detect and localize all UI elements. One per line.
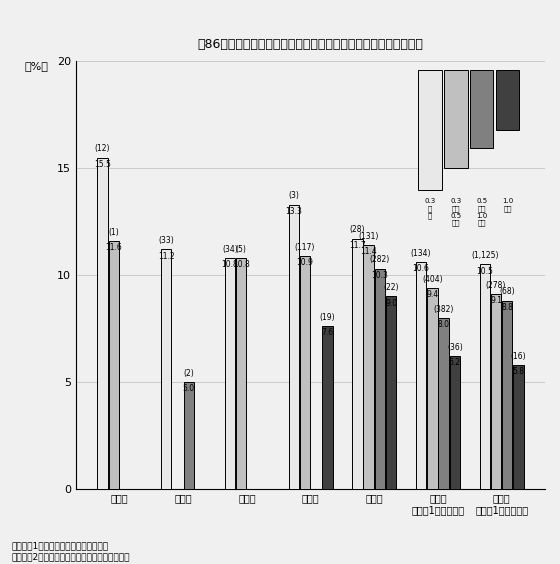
Text: 9.4: 9.4 <box>426 290 438 299</box>
Text: 11.7: 11.7 <box>349 241 366 250</box>
Text: (5): (5) <box>236 245 246 254</box>
Text: 5.0: 5.0 <box>183 384 195 393</box>
Bar <box>322 327 333 488</box>
Text: 2　（　）内の数値は、団体数である。: 2 （ ）内の数値は、団体数である。 <box>11 552 130 561</box>
Text: (12): (12) <box>95 144 110 153</box>
Bar <box>97 157 108 488</box>
Text: (36): (36) <box>447 343 463 352</box>
Y-axis label: （%）: （%） <box>24 61 48 72</box>
Text: 7.6: 7.6 <box>321 328 334 337</box>
Text: (19): (19) <box>320 313 335 322</box>
Bar <box>109 241 119 488</box>
Text: (404): (404) <box>422 275 442 284</box>
Bar <box>502 301 512 488</box>
Text: 11.6: 11.6 <box>105 243 122 252</box>
Bar <box>288 205 299 488</box>
Text: 10.6: 10.6 <box>413 265 430 274</box>
Bar <box>300 256 310 488</box>
Bar <box>161 249 171 488</box>
Text: 9.1: 9.1 <box>490 297 502 306</box>
Text: 13.3: 13.3 <box>285 207 302 215</box>
Text: 10.3: 10.3 <box>371 271 388 280</box>
Text: (278): (278) <box>486 281 506 290</box>
Text: 0.3
未
満: 0.3 未 満 <box>424 198 436 219</box>
Bar <box>450 356 460 488</box>
Text: 5.8: 5.8 <box>512 367 525 376</box>
Text: 8.0: 8.0 <box>437 320 450 329</box>
Bar <box>352 239 362 488</box>
Bar <box>225 258 235 488</box>
Bar <box>427 288 437 488</box>
Text: 9.0: 9.0 <box>385 298 397 307</box>
Text: 11.2: 11.2 <box>158 252 175 261</box>
Text: 11.4: 11.4 <box>360 247 377 256</box>
Bar <box>184 382 194 488</box>
FancyBboxPatch shape <box>418 70 442 190</box>
Text: (34): (34) <box>222 245 238 254</box>
Text: （注）　1　比率は、加重平均である。: （注） 1 比率は、加重平均である。 <box>11 541 108 550</box>
Bar <box>236 258 246 488</box>
Text: 8.8: 8.8 <box>501 303 513 312</box>
Text: (282): (282) <box>370 255 390 265</box>
Text: (134): (134) <box>411 249 431 258</box>
Text: 10.9: 10.9 <box>296 258 314 267</box>
Text: 10.5: 10.5 <box>477 267 493 276</box>
Text: (131): (131) <box>358 232 379 241</box>
Text: (117): (117) <box>295 243 315 252</box>
Text: 1.0
以上: 1.0 以上 <box>502 198 513 212</box>
Text: 15.5: 15.5 <box>94 160 111 169</box>
FancyBboxPatch shape <box>470 70 493 148</box>
Text: (3): (3) <box>288 191 299 200</box>
Text: (382): (382) <box>433 305 454 314</box>
Bar <box>363 245 374 488</box>
FancyBboxPatch shape <box>444 70 468 168</box>
Text: 6.2: 6.2 <box>449 358 461 367</box>
Bar <box>416 262 426 488</box>
Text: 10.8: 10.8 <box>222 260 239 269</box>
Bar <box>375 268 385 488</box>
Text: (22): (22) <box>384 283 399 292</box>
Title: 第86図　市町村の規模別財政力指数段階別の起債制限比率の状況: 第86図 市町村の規模別財政力指数段階別の起債制限比率の状況 <box>198 38 423 51</box>
Text: (68): (68) <box>500 288 515 297</box>
Text: (28): (28) <box>349 226 365 235</box>
Text: 10.8: 10.8 <box>233 260 250 269</box>
Text: 0.5
以上
1.0
未満: 0.5 以上 1.0 未満 <box>476 198 487 226</box>
Text: (33): (33) <box>158 236 174 245</box>
Text: 0.3
以上
0.5
未満: 0.3 以上 0.5 未満 <box>450 198 461 226</box>
Text: (1,125): (1,125) <box>471 251 498 260</box>
FancyBboxPatch shape <box>496 70 519 130</box>
Bar <box>479 265 490 488</box>
Bar <box>438 318 449 488</box>
Text: (1): (1) <box>109 228 119 237</box>
Bar <box>386 297 396 488</box>
Text: (16): (16) <box>511 351 526 360</box>
Bar <box>491 294 501 488</box>
Bar <box>514 365 524 488</box>
Text: (2): (2) <box>184 369 194 378</box>
